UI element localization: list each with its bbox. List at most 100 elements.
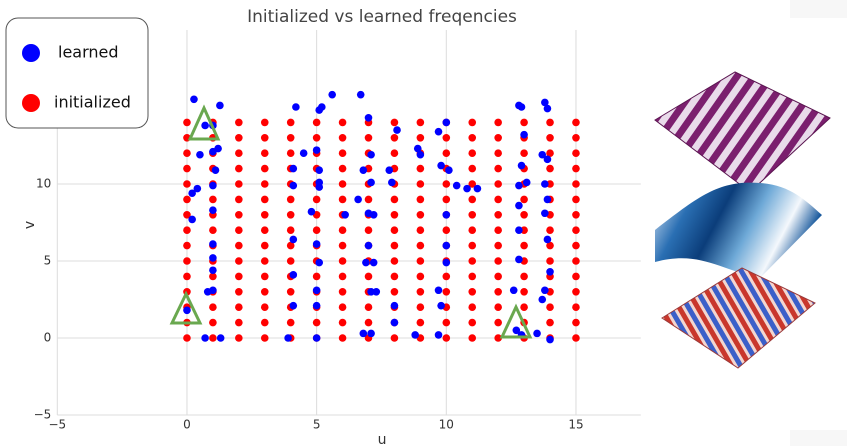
point <box>572 195 580 204</box>
point <box>260 257 269 265</box>
point <box>183 226 191 234</box>
point <box>494 164 502 173</box>
y-tick-label: 5 <box>44 254 52 268</box>
point <box>452 181 461 190</box>
point <box>235 118 243 127</box>
point <box>292 103 300 111</box>
point <box>416 118 425 127</box>
point <box>338 149 347 157</box>
point <box>434 286 443 295</box>
point <box>520 303 528 312</box>
point <box>235 195 243 204</box>
point <box>183 118 191 127</box>
legend: learned initialized <box>5 17 149 129</box>
point <box>312 226 321 234</box>
point <box>416 134 425 142</box>
point <box>338 118 347 127</box>
point <box>413 144 422 153</box>
point <box>369 258 378 267</box>
point <box>364 113 373 122</box>
point <box>468 226 477 234</box>
point <box>416 226 425 234</box>
point <box>362 258 370 267</box>
point <box>520 241 528 250</box>
point <box>442 134 451 142</box>
point <box>364 195 373 204</box>
point <box>494 180 502 188</box>
point <box>338 288 347 296</box>
point <box>442 258 451 267</box>
legend-label: learned <box>58 43 119 62</box>
point <box>312 134 321 142</box>
point <box>235 272 243 281</box>
point <box>289 301 298 310</box>
point <box>416 257 425 265</box>
x-axis-label: u <box>378 432 387 446</box>
point <box>203 288 212 296</box>
point <box>442 226 451 234</box>
point <box>468 211 477 219</box>
annotation-triangles <box>169 104 533 339</box>
point <box>367 178 375 187</box>
point <box>390 272 399 281</box>
point <box>359 329 368 338</box>
point <box>520 130 528 139</box>
point <box>437 161 445 170</box>
point <box>494 318 502 327</box>
point <box>188 189 196 198</box>
point <box>416 211 425 219</box>
point <box>517 161 526 170</box>
point <box>260 180 269 188</box>
point <box>538 295 547 304</box>
point <box>286 288 295 296</box>
point <box>390 288 399 296</box>
point <box>390 226 399 234</box>
point <box>520 288 528 296</box>
point <box>209 318 217 327</box>
point <box>442 180 451 188</box>
point <box>468 149 477 157</box>
x-tick-label: 5 <box>313 418 321 432</box>
point <box>209 254 217 262</box>
point <box>546 267 554 276</box>
point <box>211 166 220 174</box>
point <box>468 303 477 312</box>
point <box>260 226 269 234</box>
point <box>338 226 347 234</box>
point <box>468 334 477 342</box>
point <box>546 164 554 173</box>
point <box>515 255 523 264</box>
point <box>183 306 191 315</box>
point <box>338 303 347 312</box>
point <box>546 118 554 127</box>
point <box>468 257 477 265</box>
point <box>315 183 324 191</box>
point <box>390 211 399 219</box>
point <box>572 334 580 342</box>
point <box>572 272 580 281</box>
point <box>214 144 222 153</box>
point <box>572 257 580 265</box>
point <box>442 149 451 157</box>
point <box>543 195 552 204</box>
point <box>416 195 425 204</box>
point <box>235 211 243 219</box>
legend-marker <box>22 44 40 62</box>
point <box>522 178 531 187</box>
point <box>434 331 443 339</box>
point <box>494 134 502 142</box>
point <box>416 150 425 159</box>
point <box>468 134 477 142</box>
point <box>494 272 502 281</box>
point <box>183 195 191 204</box>
point <box>312 272 321 281</box>
point <box>289 164 298 173</box>
point <box>260 303 269 312</box>
point <box>183 272 191 281</box>
point <box>364 272 373 281</box>
point <box>541 98 549 107</box>
point <box>390 257 399 265</box>
point <box>416 164 425 173</box>
point <box>388 178 396 187</box>
